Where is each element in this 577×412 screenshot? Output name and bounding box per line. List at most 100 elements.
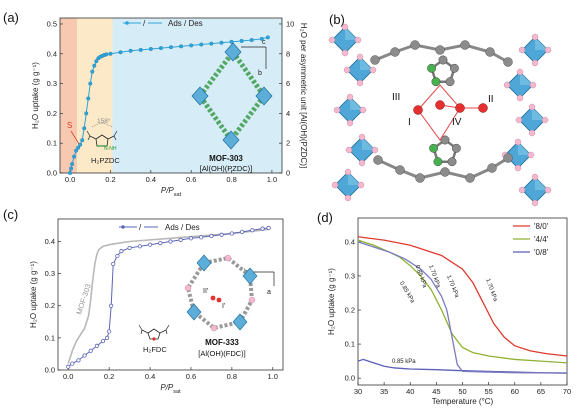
y-tick-label: 0.3	[47, 79, 57, 88]
site-label-ii: II	[488, 94, 494, 105]
data-point	[115, 253, 120, 259]
mof-formula: [Al(OH)(PZDC)]	[200, 164, 253, 173]
left-polyhedron	[343, 53, 377, 87]
y-right-axis-label: H₂O per asymmetric unit [Al(OH)(PZDC)]	[299, 23, 308, 168]
y-right-tick-label: 8	[286, 49, 290, 58]
data-point	[249, 38, 254, 43]
mof303-framework	[191, 42, 273, 150]
data-point	[70, 162, 75, 167]
y-tick-label: 0.4	[47, 49, 57, 58]
panel-d-letter: (d)	[317, 210, 333, 225]
y-axis-label: H₂O uptake (g g⁻¹)	[327, 268, 336, 335]
data-point	[66, 364, 71, 369]
y-right-tick-label: 10	[286, 19, 294, 28]
data-point	[158, 46, 163, 51]
legend-dash: /	[143, 19, 146, 28]
y-tick-label: 0.4	[45, 237, 55, 246]
data-point	[137, 244, 142, 249]
water-sites	[413, 84, 488, 141]
x-tick-label: 0.6	[186, 372, 196, 381]
x-axis-label: P/Psat	[160, 383, 181, 395]
x-tick-label: 1.0	[268, 372, 278, 381]
data-point	[86, 96, 91, 101]
plot-frame	[59, 17, 283, 174]
series-line-mof333	[67, 227, 269, 368]
x-tick-label: 0.4	[145, 372, 155, 381]
x-tick-label: 45	[432, 387, 440, 396]
y-tick-label: 0.5	[47, 19, 57, 28]
legend-dash: /	[139, 223, 142, 232]
data-point	[266, 225, 271, 231]
linker-backbone	[370, 40, 513, 183]
left-polyhedron	[328, 23, 362, 57]
y-tick-label: 0.3	[345, 271, 355, 280]
linker-name: H₂FDC	[143, 345, 167, 354]
y-tick-label: 0.0	[45, 366, 55, 375]
data-point	[189, 43, 194, 48]
data-point	[82, 126, 87, 131]
data-point	[147, 242, 153, 247]
site-label-iv: IV	[452, 117, 462, 128]
mof333-framework	[184, 254, 258, 332]
series-line-3	[357, 241, 568, 374]
legend-marker	[121, 225, 125, 229]
x-tick-label: 0.4	[146, 175, 156, 184]
y-tick-label: 0.3	[45, 269, 55, 278]
right-polyhedron	[518, 173, 552, 207]
y-tick-label: 0.4	[345, 237, 355, 246]
left-polyhedron	[333, 93, 367, 127]
y-axis-label: H₂O uptake (g g⁻¹)	[31, 62, 40, 129]
data-point	[179, 44, 184, 49]
y-tick-label: 0.2	[345, 306, 355, 315]
pressure-label: 0.85 kPa	[392, 359, 416, 365]
x-tick-label: 40	[406, 387, 414, 396]
data-point	[128, 48, 133, 53]
x-tick-label: 0.8	[226, 175, 236, 184]
data-point	[72, 154, 77, 159]
data-point	[100, 338, 106, 344]
shading-region-1	[77, 18, 113, 173]
data-point	[260, 226, 265, 231]
panel-a-letter: (a)	[3, 10, 19, 25]
y-right-tick-label: 4	[286, 109, 290, 118]
right-polyhedron	[503, 68, 537, 102]
data-point	[219, 232, 224, 237]
data-point	[199, 42, 204, 47]
y-tick-label: 0.1	[345, 340, 355, 349]
y-right-tick-label: 0	[286, 169, 290, 178]
data-point	[104, 52, 109, 57]
axis-a-label: a	[267, 289, 271, 296]
left-polyhedron	[331, 168, 365, 202]
axis-b-label: b	[258, 70, 262, 77]
linker-name: H₂PZDC	[91, 156, 120, 165]
data-point	[219, 40, 224, 45]
axis-c-label: c	[262, 39, 266, 46]
data-point	[107, 329, 112, 334]
data-point	[90, 69, 95, 74]
left-polyhedron	[345, 133, 379, 167]
data-point	[239, 38, 244, 43]
x-tick-label: 0.6	[186, 175, 196, 184]
data-point	[239, 229, 245, 234]
data-point	[111, 261, 116, 267]
legend-entry: '0/8'	[534, 248, 549, 257]
data-point	[178, 237, 183, 242]
data-point	[119, 249, 124, 254]
y-axis-label: H₂O uptake (g g⁻¹)	[29, 261, 38, 328]
legend-entry: '4/4'	[534, 235, 549, 244]
x-tick-label: 30	[354, 387, 362, 396]
mof-formula: [Al(OH)(FDC)]	[198, 349, 246, 358]
panel-a-chart: 0.0 0.2 0.4 0.6 0.8 1.0 0.0 0.1 0.2 0.3 0.4 0.5 0 2 4 6…	[31, 17, 308, 198]
y-tick-label: 0.1	[47, 139, 57, 148]
data-point	[148, 47, 153, 52]
data-point	[68, 170, 73, 175]
y-right-tick-label: 2	[286, 139, 290, 148]
right-polyhedron	[515, 103, 549, 137]
data-point	[118, 50, 123, 55]
x-tick-label: 70	[563, 387, 571, 396]
data-point	[188, 236, 194, 241]
h2pzdc-molecule	[86, 123, 118, 147]
data-point	[84, 111, 89, 116]
